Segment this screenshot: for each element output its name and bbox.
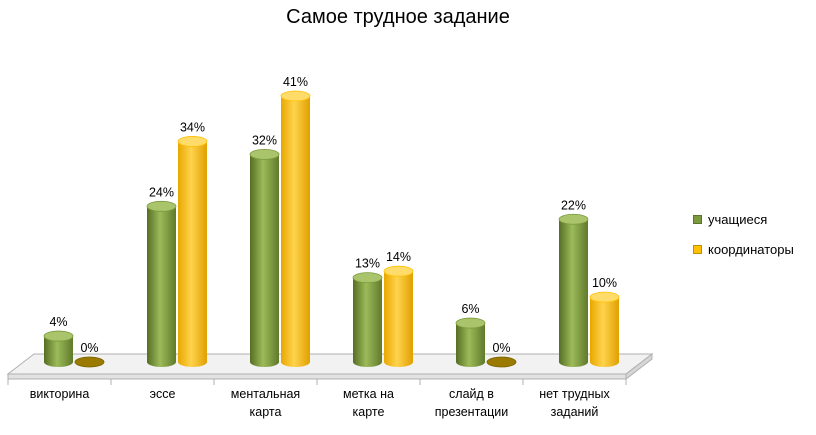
category-label-3-0: метка на bbox=[343, 387, 394, 401]
bar-coordinators-2 bbox=[280, 90, 311, 367]
bar-students-4 bbox=[455, 317, 486, 367]
data-label-students-3: 13% bbox=[355, 257, 380, 271]
bar-marks bbox=[43, 90, 620, 368]
category-label-2-1: карта bbox=[250, 405, 282, 419]
data-label-students-2: 32% bbox=[252, 133, 277, 147]
data-label-coordinators-3: 14% bbox=[386, 250, 411, 264]
data-label-coordinators-0: 0% bbox=[80, 341, 98, 355]
bar-coordinators-3 bbox=[383, 265, 414, 367]
data-label-students-5: 22% bbox=[561, 198, 586, 212]
category-label-3-1: карте bbox=[353, 405, 385, 419]
bar-top bbox=[280, 90, 311, 102]
bar-coordinators-1 bbox=[177, 136, 208, 367]
floor-edge bbox=[7, 373, 627, 380]
category-label-2-0: ментальная bbox=[231, 387, 300, 401]
bar-coordinators-0 bbox=[74, 356, 105, 368]
floor-side bbox=[625, 352, 653, 381]
bar-students-5 bbox=[558, 213, 589, 367]
legend-item-students: учащиеся bbox=[693, 211, 794, 227]
data-label-students-4: 6% bbox=[461, 302, 479, 316]
bar-top bbox=[177, 136, 208, 147]
bar-students-3 bbox=[352, 272, 383, 367]
legend: учащиеся координаторы bbox=[693, 211, 794, 271]
bar-body bbox=[590, 297, 619, 367]
category-tick-labels: викторина эссе ментальная карта метка на карт… bbox=[30, 387, 611, 419]
bar-body bbox=[147, 206, 176, 367]
category-label-1-0: эссе bbox=[150, 387, 176, 401]
bar-body bbox=[559, 219, 588, 367]
bar-top bbox=[352, 272, 383, 284]
category-label-5-0: нет трудных bbox=[539, 387, 610, 401]
bar-body bbox=[250, 154, 279, 367]
category-label-4-1: презентации bbox=[435, 405, 509, 419]
bar-body bbox=[44, 336, 73, 367]
legend-item-coordinators: координаторы bbox=[693, 241, 794, 257]
bar-body bbox=[384, 271, 413, 367]
legend-label-students: учащиеся bbox=[708, 211, 768, 227]
bar-body bbox=[178, 141, 207, 367]
bar-top bbox=[455, 317, 486, 329]
category-label-4-0: слайд в bbox=[449, 387, 494, 401]
bar-top bbox=[589, 291, 620, 303]
bar-top bbox=[43, 330, 74, 342]
bar-students-2 bbox=[249, 148, 280, 367]
data-label-coordinators-1: 34% bbox=[180, 120, 205, 134]
chart-floor bbox=[6, 352, 654, 385]
bar-top bbox=[558, 213, 589, 225]
legend-swatch-coordinators bbox=[693, 244, 702, 254]
bar-top bbox=[146, 200, 177, 212]
bar-coordinators-5 bbox=[589, 291, 620, 367]
bar-body bbox=[456, 323, 485, 367]
bar-top bbox=[486, 356, 517, 368]
data-label-students-1: 24% bbox=[149, 185, 174, 199]
data-label-coordinators-2: 41% bbox=[283, 75, 308, 89]
legend-label-coordinators: координаторы bbox=[708, 241, 794, 257]
bar-body bbox=[281, 96, 310, 367]
data-label-coordinators-4: 0% bbox=[492, 341, 510, 355]
bar-top bbox=[383, 265, 414, 277]
data-label-students-0: 4% bbox=[49, 315, 67, 329]
bar-coordinators-4 bbox=[486, 356, 517, 368]
bar-body bbox=[353, 277, 382, 367]
bar-students-0 bbox=[43, 330, 74, 367]
legend-swatch-students bbox=[693, 214, 702, 224]
category-label-5-1: заданий bbox=[551, 405, 599, 419]
chart-title: Самое трудное задание bbox=[286, 6, 510, 28]
bar-top bbox=[249, 148, 280, 160]
data-label-coordinators-5: 10% bbox=[592, 276, 617, 290]
category-label-0-0: викторина bbox=[30, 387, 90, 401]
data-labels: 4% 0% 24% 34% 32% 41% 13% 14% 6% 0% 22% 10% bbox=[49, 75, 617, 355]
floor-plane bbox=[6, 353, 654, 375]
bar-students-1 bbox=[146, 200, 177, 367]
bar-top bbox=[74, 356, 105, 368]
